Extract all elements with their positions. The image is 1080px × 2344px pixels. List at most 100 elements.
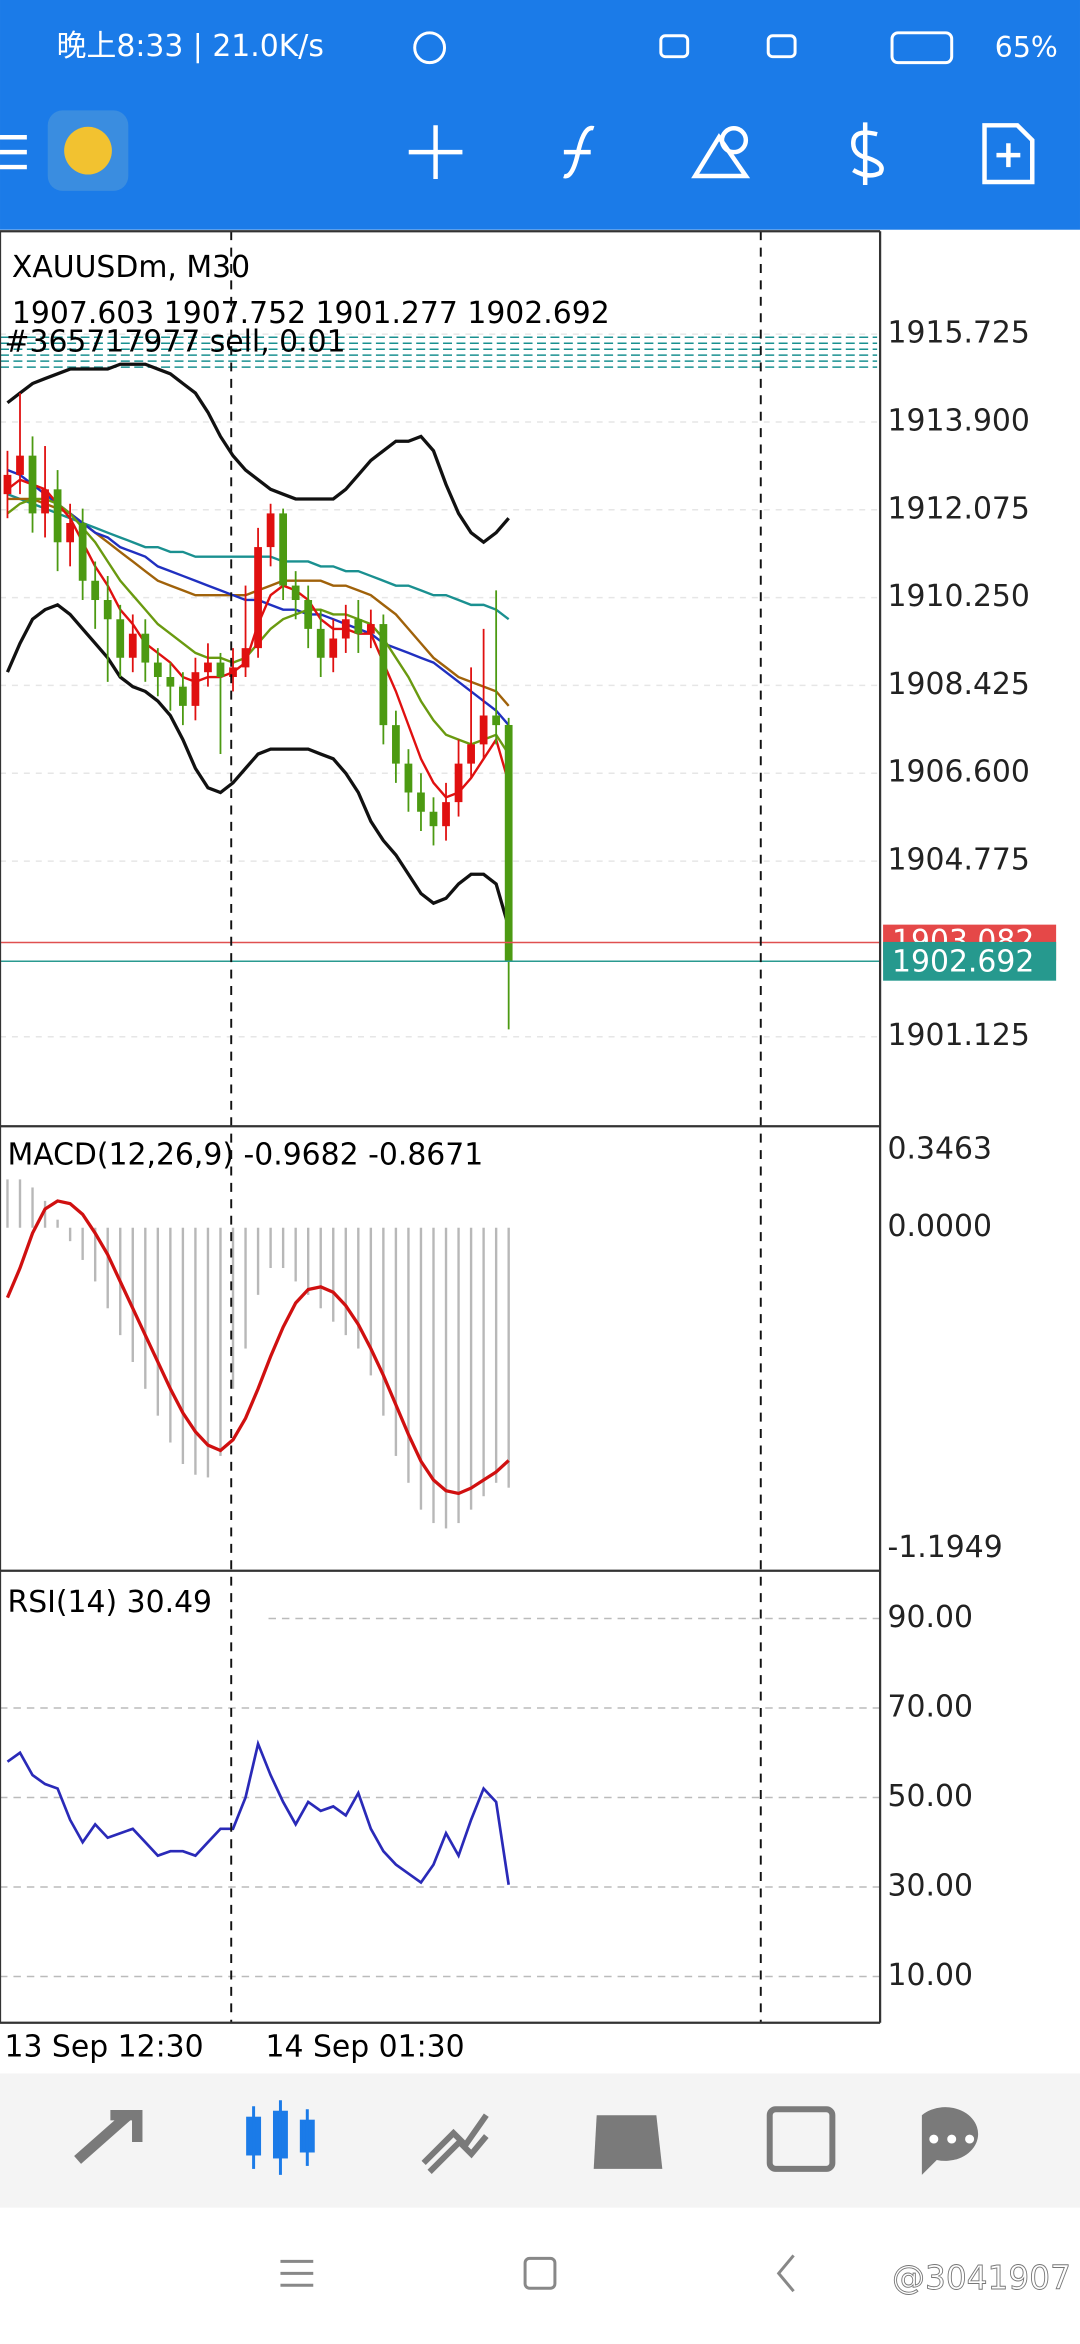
macd-bar: [469, 1227, 473, 1510]
indicator-title: MACD(12,26,9) -0.9682 -0.8671: [7, 1138, 483, 1173]
macd-bar: [206, 1227, 210, 1478]
candle-body: [116, 619, 125, 658]
candle-body: [316, 628, 325, 658]
macd-bar: [231, 1227, 235, 1389]
macd-bar: [194, 1227, 197, 1475]
candle-body: [366, 624, 375, 634]
macd-bar: [432, 1227, 435, 1524]
y-tick-label: 1908.425: [888, 667, 1030, 702]
candle-body: [191, 672, 200, 706]
candle-body: [153, 662, 162, 678]
macd-bar: [507, 1227, 510, 1488]
macd-bar: [56, 1219, 59, 1228]
candle-body: [266, 513, 275, 548]
macd-bar: [281, 1227, 285, 1269]
macd-bar: [382, 1227, 385, 1416]
macd-bar: [394, 1227, 398, 1456]
candle-body: [241, 648, 250, 668]
candle-body: [229, 667, 237, 678]
macd-bar: [144, 1227, 147, 1389]
macd-bar: [181, 1227, 185, 1465]
candle-body: [103, 600, 112, 620]
y-tick-label: 70.00: [888, 1689, 973, 1724]
macd-bar: [444, 1227, 448, 1529]
y-tick-label: 1901.125: [888, 1018, 1030, 1053]
x-tick-label: 13 Sep 12:30: [4, 2030, 203, 2065]
bottom-toolbar: [0, 2073, 1080, 2208]
macd-bar: [344, 1227, 347, 1336]
bid-label: 1902.692: [892, 944, 1034, 979]
candle-body: [504, 724, 513, 962]
candle-body: [291, 585, 300, 601]
macd-bar: [319, 1227, 322, 1309]
app-bar: [0, 0, 1080, 230]
candle-body: [216, 662, 225, 678]
macd-bar: [81, 1227, 84, 1260]
order-label: #365717977 sell, 0.01: [4, 325, 345, 360]
macd-bar: [18, 1179, 22, 1228]
tab-icons[interactable]: [74, 2100, 979, 2175]
indicator-title: RSI(14) 30.49: [7, 1585, 212, 1620]
candle-body: [78, 523, 87, 581]
status-time: 晚上8:33 | 21.0K/s: [57, 29, 324, 64]
indicator-line: [6, 362, 510, 545]
chart-area: 1915.725 1913.900 1912.075 1910.250 1908.425…: [0, 230, 1057, 2065]
macd-bar: [419, 1227, 423, 1510]
candle-body: [91, 580, 100, 601]
toolbar-icons[interactable]: [408, 122, 1035, 185]
macd-bar: [31, 1187, 34, 1228]
status-icons: [413, 31, 954, 65]
candle-body: [41, 489, 49, 514]
macd-bar: [294, 1227, 297, 1282]
macd-bar: [494, 1227, 498, 1483]
candle-body: [467, 744, 475, 764]
macd-bar: [93, 1227, 97, 1282]
macd-bar: [106, 1227, 109, 1309]
system-nav[interactable]: [280, 2254, 795, 2293]
candle-body: [392, 725, 400, 764]
x-tick-label: 14 Sep 01:30: [266, 2030, 465, 2065]
y-tick-label: 1912.075: [888, 491, 1030, 526]
signal-line: [5, 1199, 510, 1496]
candle-body: [404, 763, 413, 793]
candle-body: [53, 489, 62, 543]
indicator-line: [5, 603, 511, 928]
macd-bar: [306, 1227, 310, 1295]
y-tick-label: 90.00: [888, 1600, 973, 1635]
candle-body: [304, 600, 313, 629]
macd-bar: [407, 1227, 410, 1483]
candle-body: [429, 811, 438, 827]
y-tick-label: 0.0000: [888, 1209, 992, 1244]
macd-bar: [169, 1227, 172, 1443]
y-tick-label: 30.00: [888, 1868, 973, 1903]
candle-body: [128, 633, 137, 658]
symbol-title: XAUUSDm, M30: [12, 250, 250, 285]
macd-bar: [131, 1227, 134, 1362]
candle-body: [179, 686, 187, 706]
candle-body: [479, 715, 488, 745]
y-tick-label: 10.00: [888, 1958, 973, 1993]
candle-body: [454, 763, 463, 803]
macd-bar: [219, 1227, 222, 1456]
y-tick-label: 1915.725: [888, 316, 1030, 351]
menu-button[interactable]: [0, 134, 27, 170]
y-tick-label: 1910.250: [888, 579, 1030, 614]
y-tick-label: 1906.600: [888, 755, 1030, 790]
candle-body: [3, 474, 12, 495]
candle-body: [379, 624, 388, 726]
battery: 65%: [995, 31, 1058, 64]
macd-bar: [244, 1227, 247, 1349]
logo-mark: [64, 126, 112, 175]
candle-body: [16, 455, 24, 475]
y-tick-label: 1913.900: [888, 403, 1030, 438]
candle-body: [204, 662, 212, 673]
candle-body: [166, 677, 175, 687]
macd-bar: [156, 1227, 160, 1416]
y-tick-label: 50.00: [888, 1779, 973, 1814]
y-tick-label: -1.1949: [888, 1530, 1003, 1565]
macd-bar: [332, 1227, 335, 1322]
y-tick-label: 1904.775: [888, 843, 1030, 878]
macd-bar: [68, 1227, 72, 1242]
